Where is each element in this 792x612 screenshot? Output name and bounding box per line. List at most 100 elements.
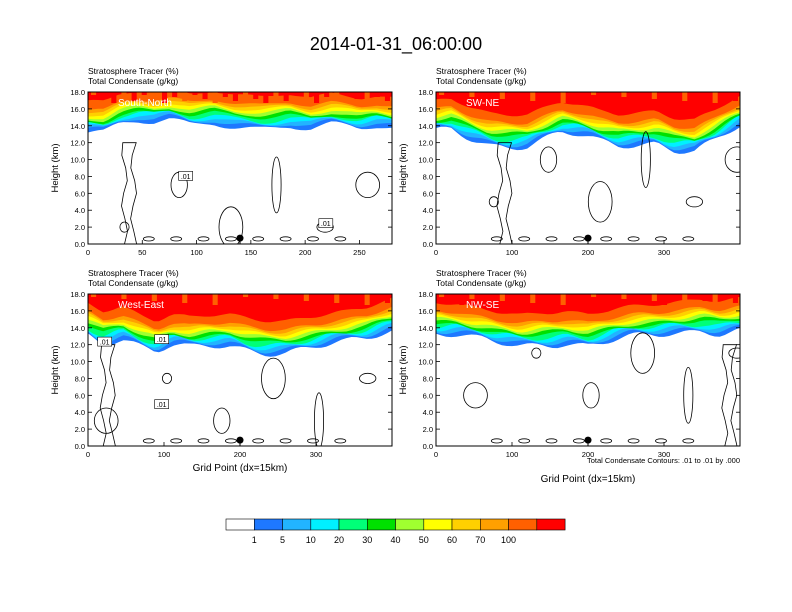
panel-title-line2: Total Condensate (g/kg) xyxy=(436,278,526,288)
tracer-top-cell xyxy=(489,92,495,95)
tracer-top-cell xyxy=(162,92,168,103)
figure-title: 2014-01-31_06:00:00 xyxy=(310,34,482,55)
tracer-top-cell xyxy=(540,294,546,297)
tracer-top-cell xyxy=(314,92,320,103)
contour-label-box xyxy=(318,218,334,228)
y-tick-label: 16.0 xyxy=(70,307,85,316)
contour-label: .01 xyxy=(100,340,110,347)
y-tick-label: 2.0 xyxy=(423,223,433,232)
y-tick-label: 12.0 xyxy=(418,139,433,148)
tracer-top-cell xyxy=(384,294,390,303)
tracer-top-cell xyxy=(459,294,465,305)
contour-line xyxy=(682,438,695,444)
contour-line xyxy=(545,438,558,444)
colorbar-swatch xyxy=(451,518,481,531)
tracer-top-cell xyxy=(232,294,238,303)
tracer-top-cell xyxy=(314,294,320,305)
contour-label-box xyxy=(178,171,193,181)
contour-line xyxy=(252,438,265,444)
tracer-top-cell xyxy=(222,294,228,299)
x-tick-label: 100 xyxy=(158,450,171,459)
tracer-top-cell xyxy=(682,92,688,101)
tracer-top-cell xyxy=(222,92,228,97)
tracer-top-cell xyxy=(283,92,289,101)
colorbar-label: 30 xyxy=(362,535,372,545)
y-tick-label: 2.0 xyxy=(75,425,85,434)
contour-line xyxy=(630,332,655,374)
y-tick-label: 4.0 xyxy=(75,206,85,215)
x-axis-label: Grid Point (dx=15km) xyxy=(193,463,288,474)
tracer-top-cell xyxy=(662,294,668,305)
y-axis-label: Height (km) xyxy=(398,143,409,192)
contour-line xyxy=(531,347,542,359)
y-tick-label: 16.0 xyxy=(70,105,85,114)
contour-label-box xyxy=(154,399,169,409)
x-tick-label: 200 xyxy=(582,248,595,257)
y-tick-label: 6.0 xyxy=(423,391,433,400)
contour-line xyxy=(334,236,347,242)
y-axis-label: Height (km) xyxy=(398,345,409,394)
tracer-top-cell xyxy=(651,92,657,99)
y-tick-label: 18.0 xyxy=(418,88,433,97)
tracer-top-cell xyxy=(499,294,505,301)
tracer-top-cell xyxy=(641,294,647,297)
x-tick-label: 200 xyxy=(299,248,312,257)
y-tick-label: 4.0 xyxy=(423,408,433,417)
contour-line xyxy=(539,146,558,173)
tracer-top-cell xyxy=(520,294,526,299)
x-tick-label: 0 xyxy=(434,450,438,459)
contour-line xyxy=(518,438,531,444)
tracer-top-cell xyxy=(303,92,309,99)
x-tick-label: 300 xyxy=(658,248,671,257)
tracer-top-cell xyxy=(621,92,627,97)
colorbar-label: 100 xyxy=(501,535,516,545)
tracer-top-cell xyxy=(354,92,360,99)
tracer-top-cell xyxy=(101,92,107,99)
contour-line xyxy=(682,236,695,242)
tracer-top-cell xyxy=(662,92,668,103)
contour-line xyxy=(545,236,558,242)
contour-line xyxy=(600,236,613,242)
y-tick-label: 18.0 xyxy=(418,290,433,299)
tracer-top-cell xyxy=(334,294,340,303)
tracer-top-cell xyxy=(631,92,637,101)
tracer-top-cell xyxy=(580,294,586,303)
tracer-top-cell xyxy=(151,92,157,99)
tracer-top-cell xyxy=(111,294,117,305)
tracer-top-cell xyxy=(374,92,380,97)
panel-title-line2: Total Condensate (g/kg) xyxy=(88,278,178,288)
y-tick-label: 0.0 xyxy=(423,442,433,451)
contour-line xyxy=(640,131,651,188)
y-tick-label: 12.0 xyxy=(418,341,433,350)
tracer-top-cell xyxy=(479,294,485,303)
tracer-top-cell xyxy=(131,294,137,303)
tracer-top-cell xyxy=(263,294,269,305)
panel-title-line1: Stratosphere Tracer (%) xyxy=(436,66,527,76)
tracer-top-cell xyxy=(580,92,586,101)
x-tick-label: 0 xyxy=(86,248,90,257)
panel-title-line1: Stratosphere Tracer (%) xyxy=(436,268,527,278)
tracer-top-cell xyxy=(212,294,218,305)
tracer-top-cell xyxy=(732,92,738,101)
tracer-top-cell xyxy=(364,294,370,305)
contour-line xyxy=(261,357,286,400)
colorbar-swatch xyxy=(395,518,425,531)
tracer-top-cell xyxy=(172,294,178,299)
contour-line xyxy=(573,438,585,444)
contour-line xyxy=(573,236,585,242)
x-tick-label: 300 xyxy=(658,450,671,459)
tracer-fill xyxy=(436,294,740,349)
tracer-top-cell xyxy=(550,92,556,99)
x-tick-label: 100 xyxy=(506,450,519,459)
tracer-top-cell xyxy=(232,92,238,101)
contour-line xyxy=(518,236,531,242)
tracer-top-cell xyxy=(499,92,505,99)
tracer-top-cell xyxy=(121,294,127,299)
contour-label: .01 xyxy=(321,221,331,228)
contour-line xyxy=(170,438,183,444)
contour-column xyxy=(496,142,513,244)
tracer-top-cell xyxy=(469,92,475,97)
contour-line xyxy=(685,196,704,208)
tracer-top-cell xyxy=(682,294,688,303)
